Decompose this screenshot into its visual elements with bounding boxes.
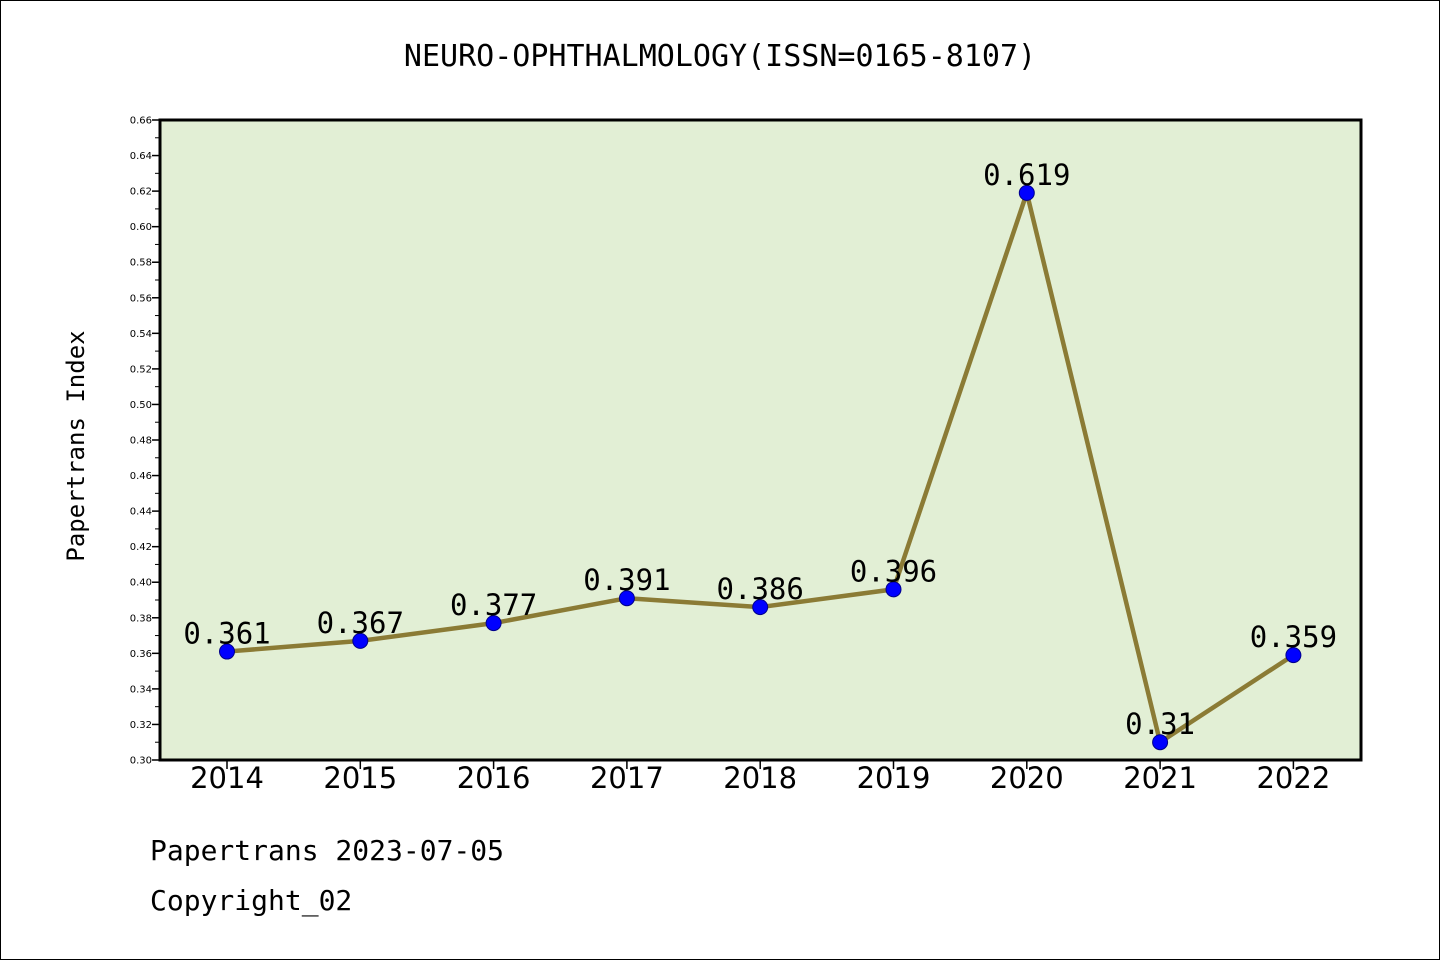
data-point [1018, 184, 1035, 201]
data-label: 0.396 [850, 554, 937, 588]
y-axis-ticks: 0.30 0.32 0.34 0.36 0.38 0.40 0.42 0.44 0.46 0.48… [130, 116, 160, 767]
x-tick-label: 2021 [1123, 761, 1197, 795]
data-markers [219, 184, 1302, 751]
data-point [352, 632, 369, 649]
chart-title: NEURO-OPHTHALMOLOGY(ISSN=0165-8107) [404, 39, 1036, 74]
y-tick-label: 0.36 [130, 649, 152, 660]
x-tick-label: 2017 [590, 761, 664, 795]
x-tick-label: 2022 [1256, 761, 1330, 795]
data-label: 0.361 [183, 617, 270, 651]
data-point [219, 643, 235, 660]
data-labels: 0.361 0.367 0.377 0.391 0.386 0.396 0.619 0.31 0… [183, 158, 1337, 741]
y-tick-label: 0.46 [130, 471, 152, 482]
data-point [618, 590, 635, 607]
y-tick-label: 0.64 [130, 151, 152, 162]
data-label: 0.619 [983, 158, 1070, 192]
data-label: 0.386 [717, 572, 804, 606]
y-tick-label: 0.30 [130, 756, 152, 767]
data-point [752, 599, 769, 616]
y-tick-label: 0.62 [130, 187, 152, 198]
y-tick-label: 0.50 [130, 400, 152, 411]
y-tick-label: 0.60 [130, 222, 152, 233]
y-tick-label: 0.42 [130, 542, 152, 553]
data-label: 0.367 [317, 606, 404, 640]
plot-border [158, 118, 1363, 762]
data-point [485, 615, 502, 632]
data-point [1285, 647, 1302, 664]
x-tick-label: 2020 [990, 761, 1064, 795]
y-tick-label: 0.32 [130, 720, 152, 731]
data-label: 0.391 [583, 563, 670, 597]
x-tick-label: 2015 [323, 761, 397, 795]
y-tick-label: 0.52 [130, 364, 152, 375]
footer-copyright: Copyright_02 [150, 884, 353, 917]
x-tick-label: 2016 [457, 761, 531, 795]
y-tick-label: 0.58 [130, 258, 152, 269]
data-label: 0.31 [1125, 707, 1195, 741]
footer-date: Papertrans 2023-07-05 [150, 834, 505, 867]
x-tick-label: 2018 [723, 761, 797, 795]
y-tick-label: 0.44 [130, 507, 152, 518]
y-tick-label: 0.66 [130, 116, 152, 127]
x-tick-label: 2014 [190, 761, 264, 795]
y-tick-label: 0.34 [130, 684, 152, 695]
y-tick-label: 0.56 [130, 293, 152, 304]
y-axis-label: Papertrans Index [62, 330, 90, 561]
data-label: 0.377 [450, 588, 537, 622]
data-label: 0.359 [1250, 620, 1337, 654]
x-tick-label: 2019 [857, 761, 931, 795]
x-axis-ticks: 2014 2015 2016 2017 2018 2019 2020 2021 2022 [190, 760, 1330, 795]
plot-area [160, 120, 1361, 760]
y-tick-label: 0.40 [130, 578, 152, 589]
y-tick-label: 0.54 [130, 329, 152, 340]
data-point [1152, 734, 1169, 751]
data-point [885, 581, 902, 598]
y-tick-label: 0.48 [130, 436, 152, 447]
y-tick-label: 0.38 [130, 613, 152, 624]
